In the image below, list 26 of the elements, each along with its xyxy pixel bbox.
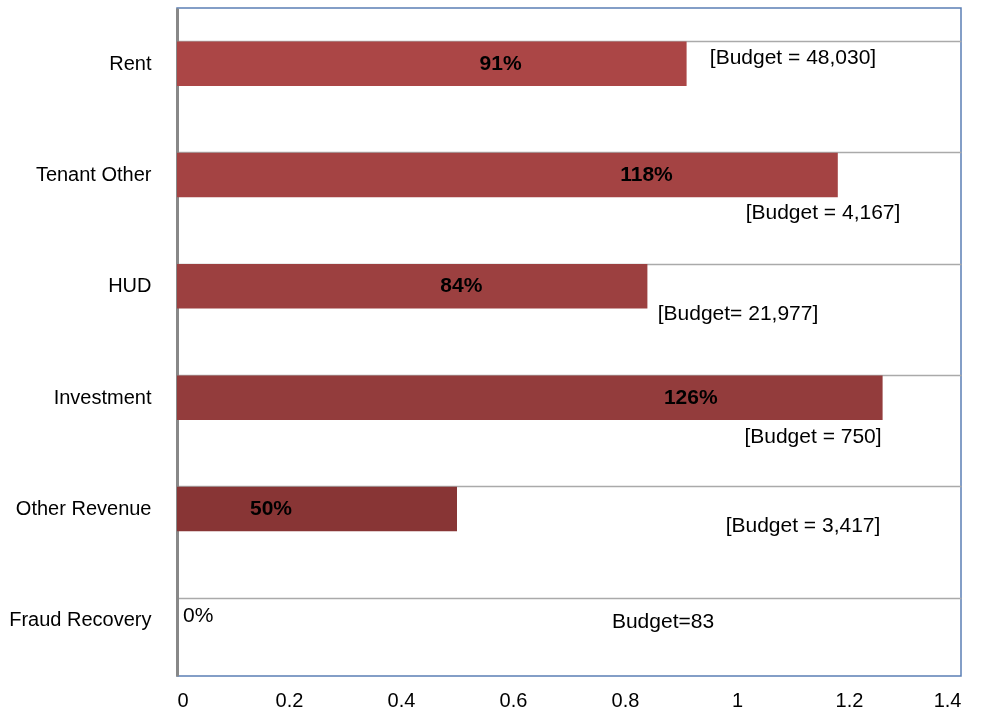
data-label: 91% <box>479 50 522 74</box>
annotation: [Budget = 3,417] <box>725 513 881 536</box>
y-tick-label: Other Revenue <box>15 497 152 519</box>
y-tick-label: Fraud Recovery <box>9 608 152 631</box>
y-tick-label: Investment <box>53 385 152 408</box>
annotation: [Budget = 48,030] <box>709 44 877 68</box>
y-tick-label: Tenant Other <box>35 163 152 185</box>
annotation: [Budget = 750] <box>744 423 882 447</box>
x-tick-label: 0 <box>177 688 189 711</box>
x-tick-label: 0.8 <box>611 688 640 711</box>
x-tick-label: 0.4 <box>387 688 416 711</box>
data-label: 0% <box>183 603 214 627</box>
annotation: [Budget = 4,167] <box>745 200 901 223</box>
data-label: 118% <box>620 162 674 185</box>
x-tick-label: 0.2 <box>275 688 304 711</box>
annotation: Budget=83 <box>611 609 715 633</box>
annotation: [Budget= 21,977] <box>657 301 819 325</box>
data-label: 126% <box>663 384 718 408</box>
x-tick-label: 1.4 <box>933 688 962 711</box>
x-tick-label: 0.6 <box>499 688 528 711</box>
y-tick-label: HUD <box>108 274 152 297</box>
x-tick-label: 1.2 <box>835 688 864 711</box>
y-tick-label: Rent <box>109 51 152 74</box>
data-label: 50% <box>249 496 293 519</box>
x-tick-label: 1 <box>731 688 744 711</box>
data-label: 84% <box>440 273 483 297</box>
